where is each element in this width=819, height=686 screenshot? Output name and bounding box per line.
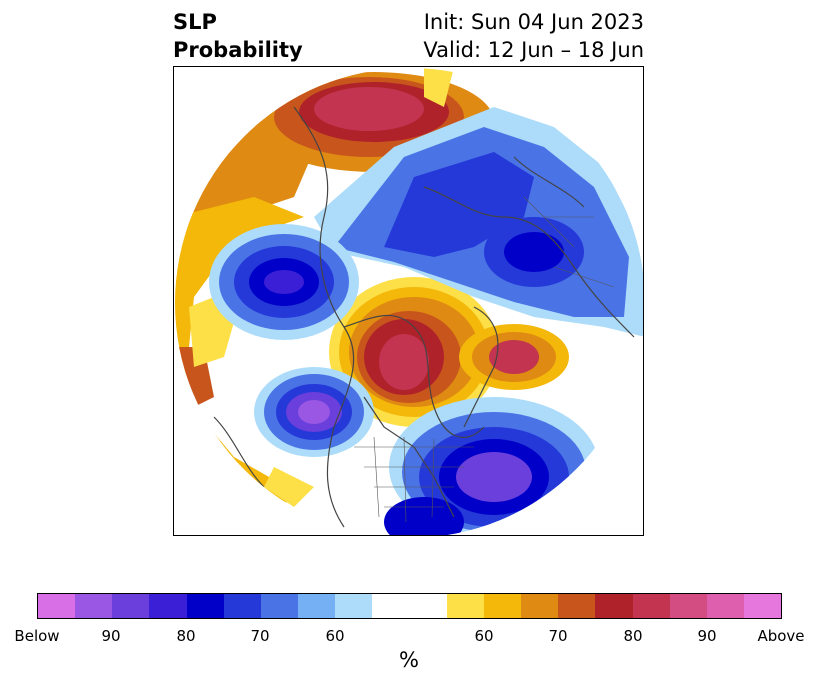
tick-above-80: 80 [623,627,643,645]
title-product: Probability [173,38,303,62]
tick-above-90: 90 [697,627,717,645]
colorbar-segment [706,594,744,618]
siberia-above-region [254,68,494,172]
colorbar-segment [260,594,299,618]
colorbar-segment [743,594,782,618]
colorbar-segment [632,594,670,618]
colorbar-segment [38,594,76,618]
europe-below-region [314,107,643,337]
title-left: SLP Probability [173,8,303,64]
init-date: Init: Sun 04 Jun 2023 [423,10,644,34]
tick-below-80: 80 [176,627,196,645]
valid-range: Valid: 12 Jun – 18 Jun [423,38,644,62]
tick-below-70: 70 [250,627,270,645]
colorbar-segment [298,594,336,618]
colorbar-segment [75,594,113,618]
colorbar-segment [669,594,707,618]
title-right: Init: Sun 04 Jun 2023 Valid: 12 Jun – 18… [423,8,644,64]
colorbar-segment [409,594,447,618]
tick-above: Above [757,627,805,645]
colorbar-segment [483,594,522,618]
tick-below: Below [14,627,60,645]
tick-above-70: 70 [548,627,568,645]
colorbar-segment [335,594,373,618]
borders [354,196,615,523]
colorbar-segment [149,594,187,618]
colorbar-segment [446,594,484,618]
tick-below-60: 60 [325,627,345,645]
colorbar-segment [223,594,261,618]
npacific-below-region [209,224,359,340]
colorbar-segment [521,594,559,618]
polar-map [175,68,643,535]
colorbar-segment [372,594,410,618]
colorbar [37,593,782,619]
colorbar-segment [112,594,150,618]
colorbar-segment [558,594,596,618]
colorbar-segment [186,594,224,618]
title-variable: SLP [173,10,217,34]
colorbar-segment [595,594,633,618]
tick-below-90: 90 [101,627,121,645]
map-panel [173,66,644,536]
tick-above-60: 60 [474,627,494,645]
alaska-below-region [254,367,374,457]
colorbar-unit: % [399,648,419,672]
